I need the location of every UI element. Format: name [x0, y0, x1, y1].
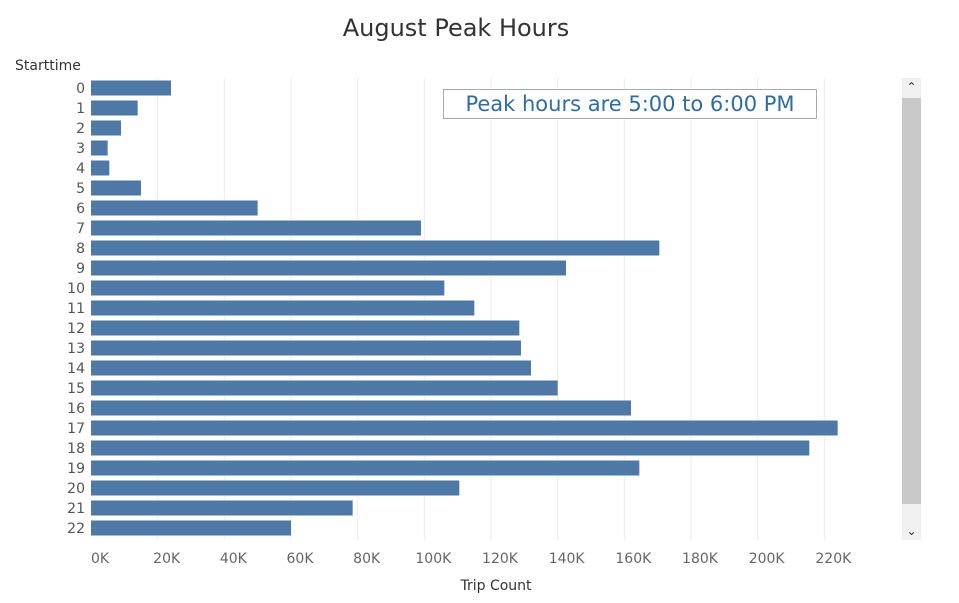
peak-hours-annotation: Peak hours are 5:00 to 6:00 PM	[443, 89, 817, 119]
bar-9	[91, 260, 566, 276]
category-label-4: 4	[76, 161, 85, 177]
x-tick-label-200K: 200K	[749, 551, 786, 567]
bar-6	[91, 200, 258, 216]
bar-16	[91, 400, 631, 416]
chevron-up-icon[interactable]: ⌃	[906, 80, 917, 94]
category-label-2: 2	[76, 121, 85, 137]
category-label-22: 22	[67, 521, 85, 537]
category-label-16: 16	[67, 401, 85, 417]
category-label-6: 6	[76, 201, 85, 217]
x-tick-label-0K: 0K	[91, 551, 110, 567]
bar-1	[91, 100, 138, 116]
category-label-10: 10	[67, 281, 85, 297]
bar-4	[91, 160, 110, 176]
x-tick-label-100K: 100K	[415, 551, 452, 567]
bar-7	[91, 220, 421, 236]
category-label-0: 0	[76, 81, 85, 97]
x-tick-label-140K: 140K	[549, 551, 586, 567]
bar-13	[91, 340, 521, 356]
x-tick-label-180K: 180K	[682, 551, 719, 567]
scrollbar-thumb[interactable]	[902, 98, 921, 504]
chart-title: August Peak Hours	[342, 14, 570, 42]
category-label-15: 15	[67, 381, 85, 397]
bar-2	[91, 120, 121, 136]
chevron-down-icon[interactable]: ⌄	[906, 524, 917, 538]
bar-17	[91, 420, 838, 436]
category-label-8: 8	[76, 241, 85, 257]
vertical-scrollbar[interactable]: ⌃ ⌄	[902, 78, 921, 540]
category-label-18: 18	[67, 441, 85, 457]
category-label-20: 20	[67, 481, 85, 497]
bar-20	[91, 480, 460, 496]
bar-11	[91, 300, 475, 316]
x-tick-label-40K: 40K	[220, 551, 248, 567]
category-label-5: 5	[76, 181, 85, 197]
bar-8	[91, 240, 660, 256]
bar-22	[91, 520, 291, 536]
category-label-12: 12	[67, 321, 85, 337]
x-tick-label-80K: 80K	[353, 551, 381, 567]
x-tick-label-60K: 60K	[287, 551, 315, 567]
category-label-13: 13	[67, 341, 85, 357]
category-label-21: 21	[67, 501, 85, 517]
x-tick-label-160K: 160K	[615, 551, 652, 567]
bar-15	[91, 380, 558, 396]
x-tick-label-20K: 20K	[153, 551, 181, 567]
category-label-7: 7	[76, 221, 85, 237]
bar-19	[91, 460, 640, 476]
x-axis-title: Trip Count	[459, 578, 532, 594]
category-label-19: 19	[67, 461, 85, 477]
y-axis-title: Starttime	[15, 58, 81, 74]
x-tick-label-220K: 220K	[815, 551, 852, 567]
category-label-14: 14	[67, 361, 85, 377]
bar-18	[91, 440, 810, 456]
bar-10	[91, 280, 445, 296]
category-label-11: 11	[67, 301, 85, 317]
bar-21	[91, 500, 353, 516]
bar-12	[91, 320, 520, 336]
bar-14	[91, 360, 531, 376]
category-label-1: 1	[76, 101, 85, 117]
category-label-9: 9	[76, 261, 85, 277]
bar-5	[91, 180, 141, 196]
bar-3	[91, 140, 108, 156]
x-tick-label-120K: 120K	[482, 551, 519, 567]
bar-0	[91, 80, 171, 96]
category-label-17: 17	[67, 421, 85, 437]
category-label-3: 3	[76, 141, 85, 157]
